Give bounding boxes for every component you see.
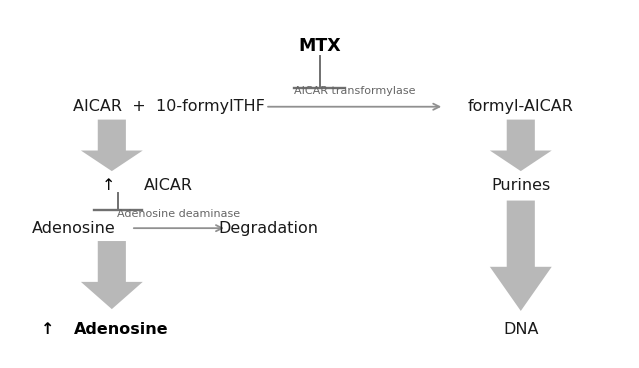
Text: ↑: ↑ — [102, 178, 115, 193]
Text: MTX: MTX — [298, 37, 341, 55]
Polygon shape — [81, 241, 142, 309]
Polygon shape — [490, 120, 551, 171]
Polygon shape — [490, 201, 551, 311]
Text: DNA: DNA — [503, 322, 539, 337]
Text: Degradation: Degradation — [219, 221, 318, 236]
Text: ↑: ↑ — [41, 322, 54, 337]
Text: Purines: Purines — [491, 178, 550, 193]
Text: Adenosine: Adenosine — [73, 322, 168, 337]
Text: Adenosine: Adenosine — [31, 221, 116, 236]
Text: Adenosine deaminase: Adenosine deaminase — [118, 209, 240, 219]
Polygon shape — [81, 120, 142, 171]
Text: formyl-AICAR: formyl-AICAR — [468, 99, 574, 114]
Text: AICAR: AICAR — [144, 178, 193, 193]
Text: AICAR transformylase: AICAR transformylase — [294, 86, 415, 96]
Text: AICAR  +  10-formylTHF: AICAR + 10-formylTHF — [73, 99, 265, 114]
